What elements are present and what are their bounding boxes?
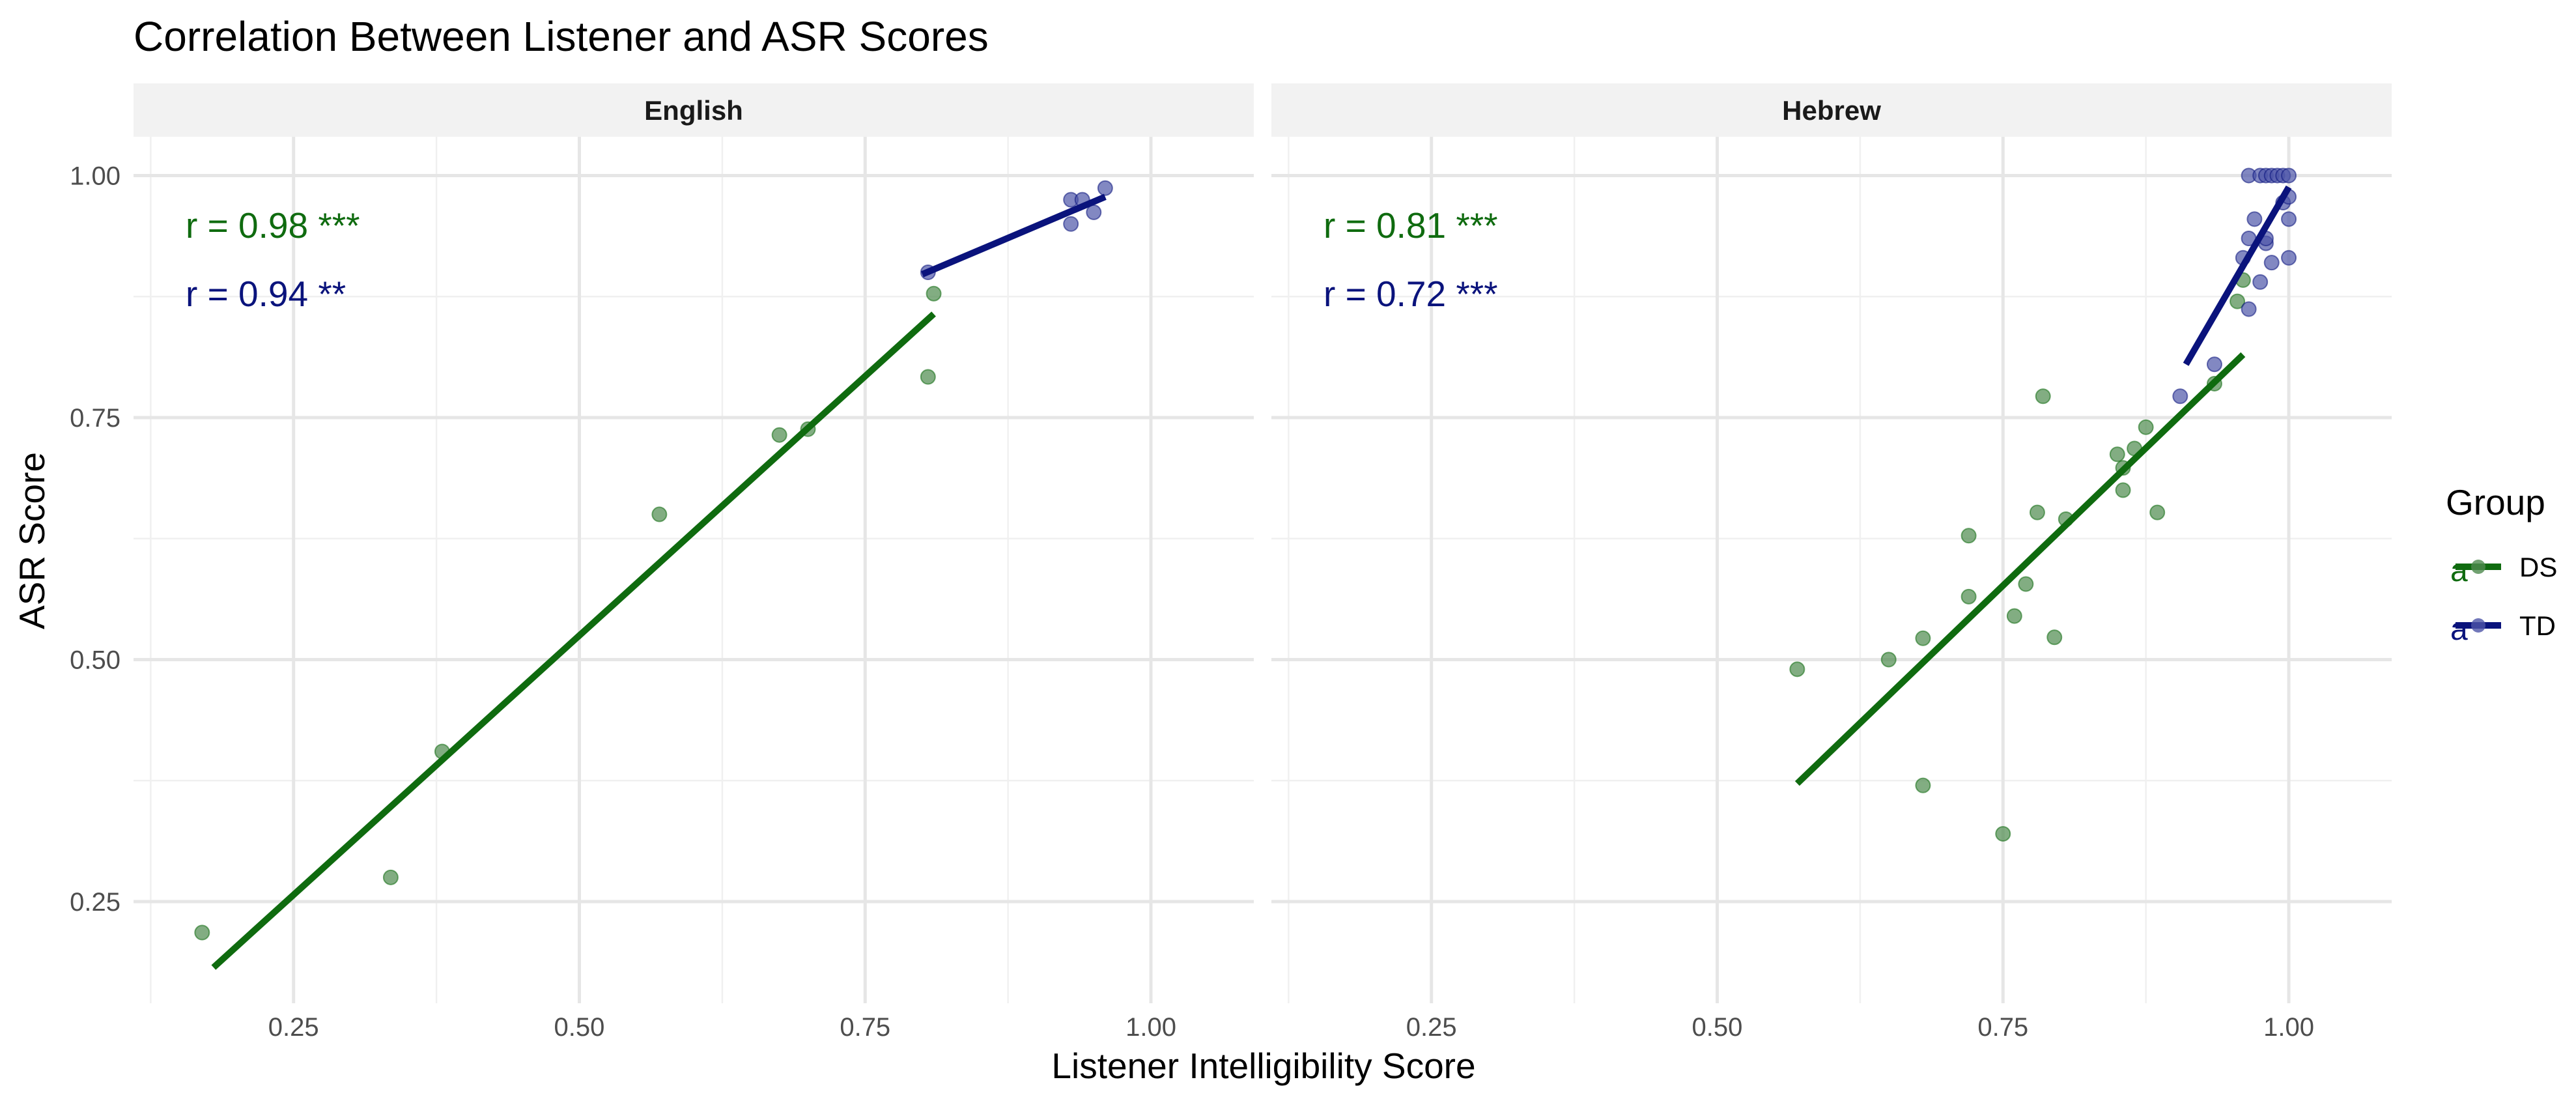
data-point-ds [2029, 504, 2045, 521]
fit-line-ds [211, 311, 936, 970]
correlation-annotation-ds: r = 0.81 *** [1323, 205, 1498, 246]
data-point-ds [651, 506, 668, 522]
data-point-ds [2018, 576, 2034, 592]
data-point-ds [382, 869, 399, 885]
y-tick-label: 0.25 [70, 888, 120, 917]
data-point-td [2281, 211, 2297, 227]
data-point-td [2206, 356, 2222, 373]
data-point-ds [1915, 630, 1931, 646]
data-point-td [2172, 388, 2188, 405]
data-point-ds [771, 427, 787, 443]
data-point-ds [1880, 651, 1897, 668]
data-point-ds [920, 369, 936, 385]
data-point-ds [1789, 661, 1805, 678]
data-point-ds [1960, 588, 1977, 605]
data-point-ds [1960, 528, 1977, 544]
facet-panel-english: English 0.25 0.50 0.75 1.00 0.25 0.50 0.75 1.00 r… [70, 83, 1254, 1042]
data-point-ds [2046, 629, 2063, 646]
data-point-ds [1995, 825, 2011, 842]
x-tick-label: 1.00 [1125, 1013, 1176, 1042]
data-point-ds [2109, 446, 2125, 463]
data-point-ds [194, 924, 210, 941]
legend-key-point [2471, 560, 2485, 574]
facet-strip [134, 83, 1254, 137]
data-point-ds [926, 285, 942, 302]
x-tick-label: 0.25 [1406, 1013, 1457, 1042]
data-point-ds [2115, 482, 2131, 498]
data-point-td [2241, 301, 2257, 317]
data-point-ds [2035, 388, 2051, 405]
correlation-annotation-ds: r = 0.98 *** [186, 205, 360, 246]
fit-line-td [2183, 185, 2292, 366]
data-point-td [2281, 167, 2297, 184]
facet-strip-label: Hebrew [1782, 95, 1881, 126]
facet-strip-label: English [644, 95, 743, 126]
y-tick-label: 0.50 [70, 646, 120, 674]
data-point-td [2246, 211, 2263, 227]
y-tick-label: 1.00 [70, 162, 120, 190]
legend-key-point [2471, 618, 2485, 633]
y-axis-title: ASR Score [12, 452, 52, 629]
legend-label: DS [2519, 552, 2557, 582]
facet-strip [1271, 83, 2392, 137]
chart-title: Correlation Between Listener and ASR Sco… [134, 13, 989, 60]
x-tick-label: 0.50 [554, 1013, 605, 1042]
correlation-annotation-td: r = 0.72 *** [1323, 274, 1498, 314]
legend-entry-td: a TD [2450, 610, 2556, 647]
legend: Group a DS a TD [2446, 482, 2557, 647]
legend-entry-ds: a DS [2450, 552, 2557, 588]
data-point-ds [2229, 293, 2246, 309]
legend-title: Group [2446, 482, 2545, 522]
legend-label: TD [2519, 610, 2556, 641]
fit-line-td [921, 193, 1107, 278]
legend-key-glyph: a [2450, 554, 2468, 588]
facet-panels: English 0.25 0.50 0.75 1.00 0.25 0.50 0.75 1.00 r… [70, 83, 2392, 1042]
legend-key-glyph: a [2450, 612, 2468, 647]
data-point-ds [2138, 419, 2154, 435]
data-point-td [2281, 250, 2297, 266]
y-tick-label: 0.75 [70, 404, 120, 433]
data-point-td [1063, 216, 1079, 232]
x-tick-label: 1.00 [2263, 1013, 2314, 1042]
data-point-td [2263, 255, 2280, 271]
data-point-ds [1915, 777, 1931, 793]
facet-panel-hebrew: Hebrew 0.25 0.50 0.75 1.00 r = 0.81 *** r = 0.… [1271, 83, 2392, 1042]
fit-line-ds [1794, 352, 2246, 786]
data-point-td [1097, 180, 1113, 196]
correlation-annotation-td: r = 0.94 ** [186, 274, 346, 314]
x-axis-title: Listener Intelligibility Score [1051, 1046, 1475, 1086]
data-point-ds [2149, 504, 2166, 521]
data-point-ds [2006, 608, 2022, 624]
x-tick-label: 0.50 [1692, 1013, 1743, 1042]
data-point-td [2252, 274, 2269, 290]
x-tick-label: 0.75 [1977, 1013, 2028, 1042]
x-tick-label: 0.25 [268, 1013, 319, 1042]
x-tick-label: 0.75 [840, 1013, 890, 1042]
